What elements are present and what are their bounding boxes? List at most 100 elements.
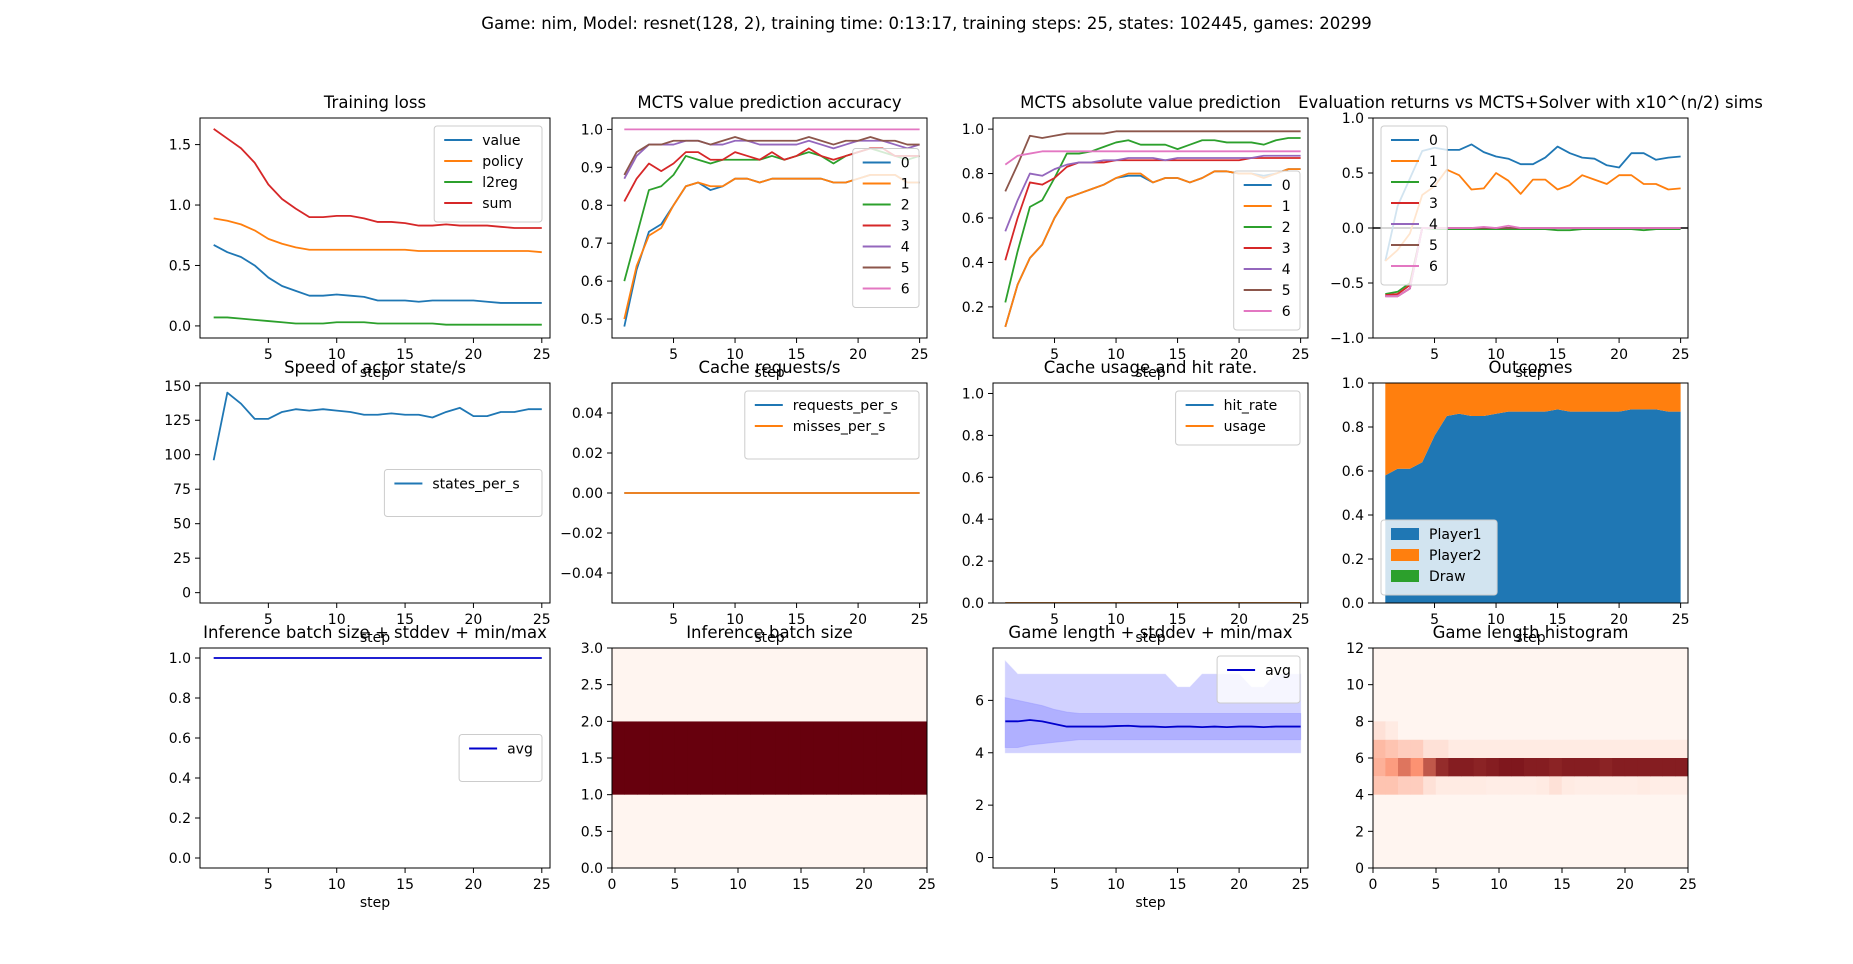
y-tick-label: 25 — [173, 551, 191, 567]
heatmap-cell — [649, 721, 663, 795]
heatmap-cell — [826, 648, 839, 722]
legend-label: 6 — [1429, 259, 1438, 275]
legend-label: Player2 — [1429, 548, 1481, 564]
chart-game-length: 5 10 15 20 25 0 2 4 6 Game length + stddev + min/… — [975, 623, 1309, 911]
y-tick-label: 1.0 — [1342, 111, 1364, 127]
heatmap-cell — [1423, 739, 1437, 758]
plot-area — [213, 128, 542, 326]
y-tick-label: 0.0 — [169, 851, 191, 867]
heatmap-cell — [1524, 721, 1537, 740]
heatmap-cell — [612, 794, 625, 868]
x-tick-label: 5 — [1050, 877, 1059, 893]
x-tick-label: 25 — [911, 612, 929, 628]
heatmap-cell — [1398, 776, 1411, 795]
heatmap-cell — [1650, 758, 1663, 777]
heatmap-cell — [612, 648, 625, 722]
chart-title: Inference batch size + stddev + min/max — [203, 623, 547, 642]
legend-label: 6 — [901, 282, 910, 298]
heatmap-cell — [1373, 776, 1386, 795]
heatmap-cell — [863, 648, 877, 722]
x-tick-label: 5 — [1430, 612, 1439, 628]
heatmap-cell — [1637, 721, 1651, 740]
heatmap-cell — [1435, 758, 1449, 777]
heatmap-cell — [725, 648, 739, 722]
plot-area — [1373, 648, 1688, 868]
y-tick-label: 75 — [173, 482, 191, 498]
heatmap-cell — [1398, 721, 1411, 740]
heatmap-cell — [1524, 758, 1537, 777]
legend: avg — [458, 734, 543, 782]
series-line-l2reg — [213, 316, 542, 326]
legend-label: states_per_s — [432, 477, 519, 493]
series-line-5 — [623, 136, 920, 176]
chart-batch-size-heatmap: 0 5 10 15 20 25 0.0 0.5 1.0 1.5 2.0 2.5 3.0 Inference… — [581, 623, 936, 893]
heatmap-cell — [1410, 776, 1424, 795]
heatmap-cell — [1461, 776, 1474, 795]
heatmap-cell — [700, 721, 713, 795]
heatmap-cell — [1624, 721, 1638, 740]
y-tick-label: 0.0 — [962, 596, 984, 612]
y-tick-label: 0.6 — [962, 470, 984, 486]
legend-label: 2 — [1282, 220, 1291, 236]
heatmap-cell — [700, 648, 713, 722]
heatmap-cell — [1587, 758, 1600, 777]
heatmap-cell — [889, 794, 902, 868]
heatmap-cell — [1549, 739, 1563, 758]
heatmap-cell — [1536, 776, 1550, 795]
y-tick-label: 50 — [173, 517, 191, 533]
heatmap-cell — [1511, 776, 1525, 795]
heatmap-cell — [624, 648, 638, 722]
heatmap-cell — [1612, 739, 1626, 758]
heatmap-cell — [687, 721, 701, 795]
heatmap-cell — [1574, 776, 1588, 795]
heatmap-cell — [1675, 721, 1688, 740]
heatmap-cell — [1650, 721, 1663, 740]
heatmap-cell — [901, 794, 915, 868]
x-tick-label: 20 — [1616, 877, 1634, 893]
heatmap-cell — [1473, 721, 1487, 740]
heatmap-cell — [624, 794, 638, 868]
x-tick-label: 15 — [396, 877, 414, 893]
heatmap-cell — [876, 648, 890, 722]
y-tick-label: 0.2 — [1342, 552, 1364, 568]
legend-label: 6 — [1282, 304, 1291, 320]
y-tick-label: 1.0 — [169, 651, 191, 667]
legend-frame — [458, 734, 543, 782]
heatmap-cell — [1637, 758, 1651, 777]
x-tick-label: 15 — [1553, 877, 1571, 893]
legend-frame — [744, 390, 920, 460]
heatmap-cell — [1549, 758, 1563, 777]
x-axis-label: step — [1135, 895, 1165, 911]
heatmap-cell — [624, 721, 638, 795]
x-tick-label: 15 — [1169, 612, 1187, 628]
heatmap-cell — [712, 794, 726, 868]
x-tick-label: 15 — [1549, 347, 1567, 363]
x-axis-label: step — [754, 630, 784, 646]
legend-label: Draw — [1429, 569, 1466, 585]
legend-label: 4 — [901, 240, 910, 256]
heatmap-cell — [813, 721, 827, 795]
legend-swatch — [1391, 570, 1419, 582]
y-tick-label: −0.02 — [560, 526, 603, 542]
x-tick-label: 0 — [1369, 877, 1378, 893]
legend-label: 4 — [1282, 262, 1291, 278]
heatmap-cell — [826, 794, 839, 868]
heatmap-cell — [649, 794, 663, 868]
heatmap-cell — [1599, 721, 1613, 740]
legend: value policy l2reg sum — [433, 125, 543, 223]
x-tick-label: 25 — [533, 612, 551, 628]
y-tick-label: 6 — [1355, 751, 1364, 767]
legend-label: 3 — [901, 219, 910, 235]
y-tick-label: 0.0 — [1342, 596, 1364, 612]
heatmap-cell — [637, 794, 650, 868]
series-line-value — [213, 244, 542, 304]
series-line-5 — [1004, 130, 1301, 192]
x-tick-label: 10 — [1487, 612, 1505, 628]
heatmap-cell — [763, 648, 776, 722]
plot-area — [212, 391, 542, 461]
x-tick-label: 0 — [608, 877, 617, 893]
heatmap-cell — [674, 648, 688, 722]
y-tick-label: 1.0 — [581, 788, 603, 804]
x-tick-label: 25 — [1679, 877, 1697, 893]
